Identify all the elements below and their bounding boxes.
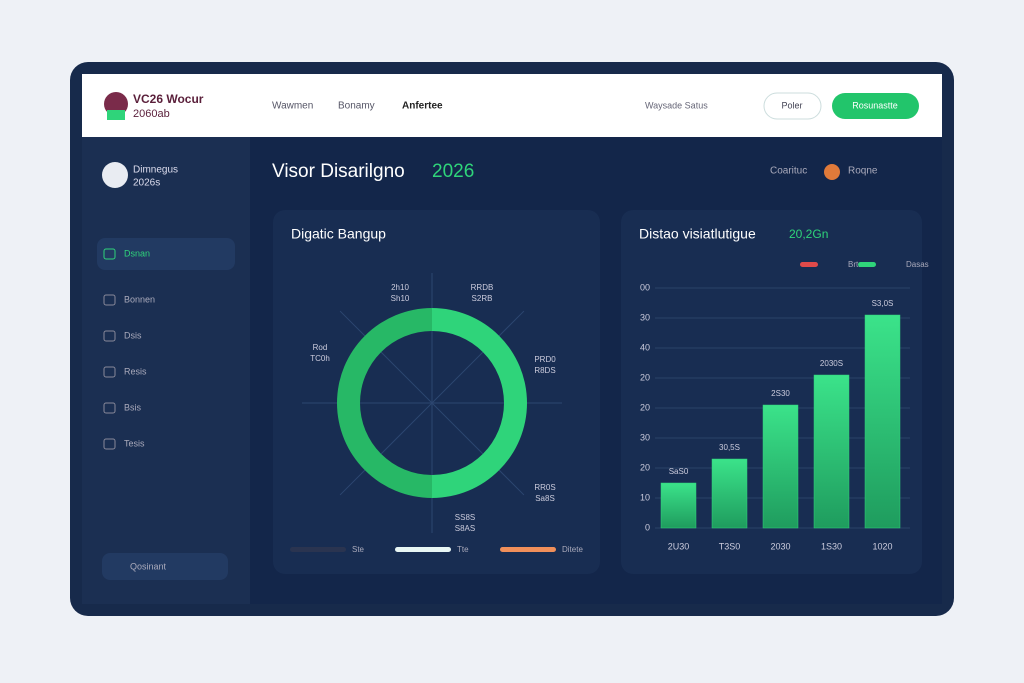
logo-text: VC26 Wocur [133, 92, 204, 106]
page-title: Visor Disarilgno [272, 161, 405, 182]
legend-swatch [858, 262, 876, 267]
legend-swatch [290, 547, 346, 552]
status[interactable]: Waysade Satus [645, 100, 708, 110]
sidebar-item[interactable]: Tesis [124, 438, 145, 448]
bar [660, 482, 697, 529]
legend-label: Brts [848, 260, 862, 269]
bar-label: 2030S [820, 359, 843, 368]
top-link[interactable]: Roqne [848, 166, 878, 177]
item-icon [103, 294, 116, 306]
logo-text: 2060ab [133, 108, 170, 120]
sidebar-item[interactable]: Bsis [124, 402, 142, 412]
x-tick-label: 2U30 [668, 541, 690, 551]
nav-link[interactable]: Bonamy [338, 101, 375, 112]
nav-link[interactable]: Anfertee [402, 101, 443, 112]
donut-segment [432, 308, 527, 498]
card-title-year: 20,2Gn [789, 227, 828, 241]
bar-label: 30,5S [719, 443, 740, 452]
y-tick-label: 10 [640, 492, 650, 502]
login-text: Poler [781, 100, 802, 110]
donut-segment [337, 308, 432, 498]
legend-swatch [395, 547, 451, 552]
donut-label: RRDB [471, 283, 494, 292]
bar-label: SaS0 [669, 467, 689, 476]
donut-label: Rod [313, 343, 328, 352]
signup-text: Rosunastte [852, 100, 898, 110]
item-icon [103, 402, 116, 414]
item-icon [103, 366, 116, 378]
bar-label: S3,0S [872, 299, 894, 308]
donut-label-value: Sh10 [391, 294, 410, 303]
bar [864, 314, 901, 529]
legend-label: Dasas [906, 260, 929, 269]
login-button[interactable] [763, 92, 822, 120]
legend-label: Tte [457, 545, 469, 554]
y-tick-label: 20 [640, 462, 650, 472]
top-link[interactable]: Coarituc [770, 166, 807, 177]
donut-label-value: S2RB [472, 294, 493, 303]
active-item[interactable] [97, 238, 235, 270]
legend-label: Ste [352, 545, 365, 554]
page-title-year: 2026 [432, 161, 474, 182]
card-title: Distao visiatlutigue [639, 226, 756, 242]
donut-label: 2h10 [391, 283, 409, 292]
legend-swatch [500, 547, 556, 552]
legend-label: Ditete [562, 545, 583, 554]
y-tick-label: 20 [640, 402, 650, 412]
y-tick-label: 40 [640, 342, 650, 352]
x-tick-label: 2030 [770, 541, 790, 551]
item-icon [103, 438, 116, 450]
nav-link[interactable]: Wawmen [272, 101, 313, 112]
donut-card [273, 210, 600, 574]
brand: Dimnegus [133, 165, 178, 176]
brand-icon [102, 162, 128, 188]
item-icon [103, 248, 116, 260]
y-tick-label: 30 [640, 432, 650, 442]
x-tick-label: T3S0 [719, 541, 741, 551]
footer-text: Qosinant [130, 561, 167, 571]
donut-label: PRD0 [534, 355, 556, 364]
y-tick-label: 00 [640, 282, 650, 292]
sidebar-footer[interactable] [102, 553, 228, 580]
donut-label: SS8S [455, 513, 475, 522]
brand: 2026s [133, 178, 160, 189]
signup-button[interactable] [832, 93, 919, 119]
sidebar-item[interactable]: Dsnan [124, 248, 150, 258]
donut-label: RR0S [534, 483, 555, 492]
donut-label-value: TC0h [310, 354, 330, 363]
bar-label: 2S30 [771, 389, 790, 398]
sidebar-item[interactable]: Bonnen [124, 294, 155, 304]
y-tick-label: 0 [645, 522, 650, 532]
bar [762, 404, 799, 529]
bar [813, 374, 850, 529]
donut-label-value: R8DS [534, 366, 555, 375]
donut-label-value: S8AS [455, 524, 475, 533]
donut-label-value: Sa8S [535, 494, 555, 503]
sidebar-item[interactable]: Resis [124, 366, 147, 376]
sidebar-item[interactable]: Dsis [124, 330, 142, 340]
x-tick-label: 1020 [872, 541, 892, 551]
card-title: Digatic Bangup [291, 226, 386, 242]
legend-swatch [800, 262, 818, 267]
x-tick-label: 1S30 [821, 541, 842, 551]
sidebar [82, 137, 250, 604]
item-icon [103, 330, 116, 342]
bar [711, 458, 748, 529]
y-tick-label: 30 [640, 312, 650, 322]
y-tick-label: 20 [640, 372, 650, 382]
avatar[interactable] [824, 164, 840, 180]
logo-base [107, 110, 125, 120]
